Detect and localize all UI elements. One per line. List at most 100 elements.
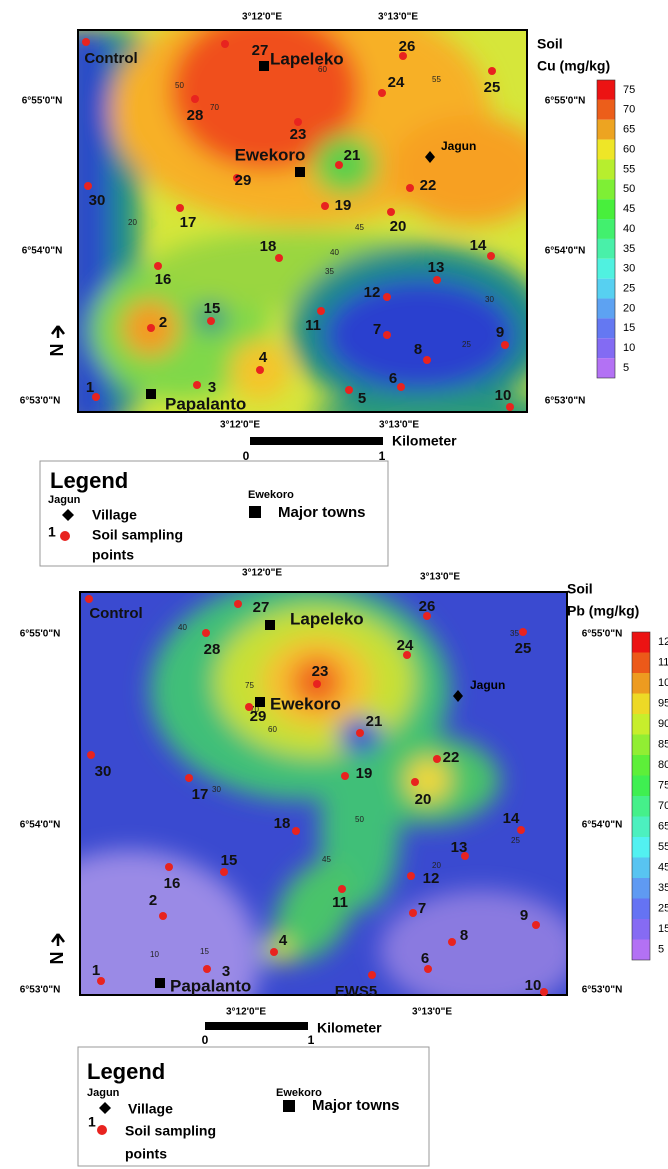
sampling-point bbox=[506, 403, 514, 411]
point-label: 10 bbox=[495, 387, 512, 404]
north-arrow bbox=[52, 326, 64, 338]
scale-swatch bbox=[632, 899, 650, 920]
point-label: 18 bbox=[260, 238, 277, 255]
sampling-point bbox=[159, 912, 167, 920]
bottom-coordinate: 3°13'0"E bbox=[379, 420, 419, 431]
point-label: 24 bbox=[397, 637, 414, 654]
legend-point-marker bbox=[60, 531, 70, 541]
scale-title: Soil bbox=[537, 36, 563, 52]
legend-towns: Major towns bbox=[278, 504, 366, 521]
point-label: 7 bbox=[373, 321, 381, 338]
scale-label: 12 bbox=[658, 636, 668, 648]
contour-label: 15 bbox=[200, 947, 209, 956]
scale-label: 55 bbox=[658, 841, 668, 853]
point-label: 21 bbox=[344, 147, 361, 164]
sampling-point bbox=[356, 729, 364, 737]
scale-swatch bbox=[597, 199, 615, 219]
scale-title: Cu (mg/kg) bbox=[537, 58, 610, 74]
scale-swatch bbox=[632, 735, 650, 756]
sampling-point bbox=[501, 341, 509, 349]
town-label: Papalanto bbox=[165, 394, 246, 413]
scale-swatch bbox=[597, 80, 615, 100]
point-label: 14 bbox=[503, 810, 520, 827]
point-label: 15 bbox=[204, 300, 221, 317]
sampling-point bbox=[387, 208, 395, 216]
village-label: Jagun bbox=[470, 678, 505, 692]
point-label: 15 bbox=[221, 852, 238, 869]
contour-label: 30 bbox=[485, 295, 494, 304]
scale-label: 70 bbox=[658, 800, 668, 812]
left-coordinate: 6°54'0"N bbox=[20, 820, 61, 831]
north-label: N bbox=[47, 952, 67, 965]
scale-swatch bbox=[632, 694, 650, 715]
scale-swatch bbox=[632, 673, 650, 694]
point-label: 8 bbox=[414, 341, 422, 358]
left-coordinate: 6°55'0"N bbox=[20, 629, 61, 640]
point-label: 1 bbox=[86, 379, 94, 396]
point-label: 16 bbox=[155, 271, 172, 288]
sampling-point bbox=[411, 778, 419, 786]
sampling-point bbox=[191, 95, 199, 103]
point-label: 26 bbox=[419, 598, 436, 615]
sampling-point bbox=[82, 38, 90, 46]
sampling-point bbox=[275, 254, 283, 262]
scale-label: 60 bbox=[623, 143, 635, 155]
contour-label: 10 bbox=[150, 950, 159, 959]
scale-swatch bbox=[632, 653, 650, 674]
sampling-point bbox=[321, 202, 329, 210]
contour-label: 45 bbox=[322, 855, 331, 864]
town-label: Lapeleko bbox=[270, 49, 344, 68]
scale-swatch bbox=[632, 940, 650, 961]
scale-label: 80 bbox=[658, 759, 668, 771]
scale-label: 75 bbox=[658, 780, 668, 792]
sampling-point bbox=[165, 863, 173, 871]
point-label: 20 bbox=[415, 791, 432, 808]
scale-swatch bbox=[632, 632, 650, 653]
legend-points: Soil sampling bbox=[125, 1123, 216, 1139]
point-label: 13 bbox=[451, 839, 468, 856]
scale-label: 10 bbox=[623, 342, 635, 354]
north-label: N bbox=[47, 344, 67, 357]
point-label: 14 bbox=[470, 237, 487, 254]
sampling-point bbox=[317, 307, 325, 315]
point-label: 17 bbox=[192, 786, 209, 803]
sampling-point bbox=[294, 118, 302, 126]
scale-label: 5 bbox=[623, 362, 629, 374]
legend-points: points bbox=[92, 547, 134, 563]
scale-label: 20 bbox=[623, 302, 635, 314]
scale-label: 70 bbox=[623, 104, 635, 116]
sampling-point bbox=[383, 293, 391, 301]
point-label: 4 bbox=[279, 932, 288, 949]
point-label: 2 bbox=[149, 892, 157, 909]
scale-label: 55 bbox=[623, 163, 635, 175]
town-label: Lapeleko bbox=[290, 609, 364, 628]
contour-label: 20 bbox=[128, 218, 137, 227]
sampling-point bbox=[313, 680, 321, 688]
scale-label: 25 bbox=[658, 903, 668, 915]
point-label: 20 bbox=[390, 218, 407, 235]
point-label: 19 bbox=[335, 197, 352, 214]
sampling-point bbox=[338, 885, 346, 893]
scale-label: 35 bbox=[658, 882, 668, 894]
point-label: 5 bbox=[358, 390, 366, 407]
scale-bar-unit: Kilometer bbox=[392, 433, 457, 449]
town-marker bbox=[255, 697, 265, 707]
sampling-point bbox=[433, 755, 441, 763]
top-coordinate: 3°13'0"E bbox=[420, 572, 460, 583]
sampling-point bbox=[335, 161, 343, 169]
sampling-point bbox=[517, 826, 525, 834]
legend-point-example: 1 bbox=[48, 524, 56, 540]
scale-label: 15 bbox=[658, 923, 668, 935]
sampling-point bbox=[397, 383, 405, 391]
legend-title: Legend bbox=[87, 1059, 165, 1084]
left-coordinate: 6°55'0"N bbox=[22, 96, 63, 107]
point-label: 11 bbox=[305, 317, 321, 334]
legend-village-example: Jagun bbox=[87, 1087, 120, 1099]
scale-swatch bbox=[632, 776, 650, 797]
scale-label: 35 bbox=[623, 243, 635, 255]
contour-label: 35 bbox=[325, 267, 334, 276]
scale-swatch bbox=[632, 817, 650, 838]
legend-point-marker bbox=[97, 1125, 107, 1135]
top-coordinate: 3°12'0"E bbox=[242, 568, 282, 579]
sampling-point bbox=[383, 331, 391, 339]
